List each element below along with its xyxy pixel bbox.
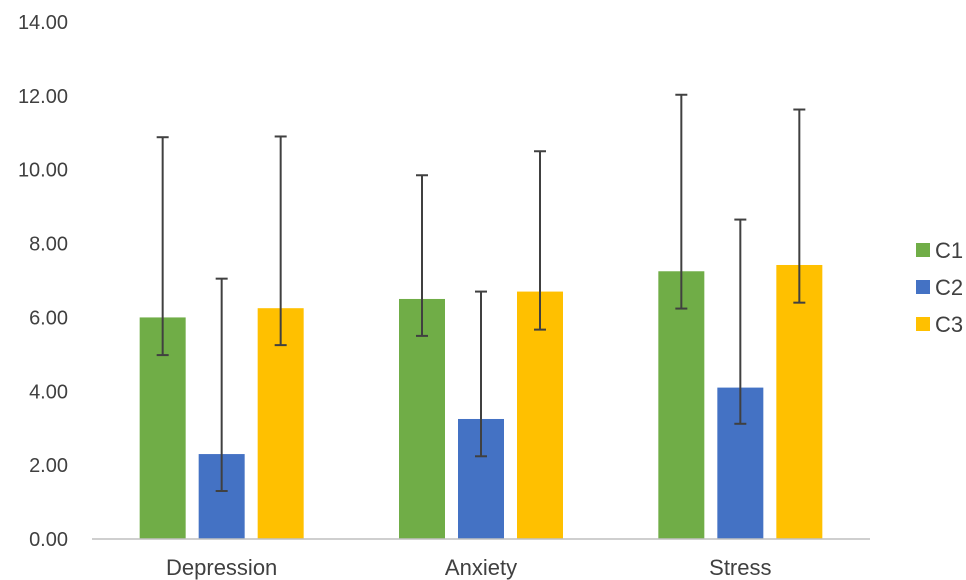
bar-c1-anxiety [399, 298, 445, 539]
error-bars [156, 93, 806, 492]
x-tick-label: Stress [709, 555, 771, 580]
legend-swatch-c3 [916, 317, 930, 331]
y-tick-label: 2.00 [29, 455, 68, 477]
y-tick-label: 4.00 [29, 381, 68, 403]
legend-swatch-c1 [916, 243, 930, 257]
y-tick-label: 10.00 [18, 160, 68, 182]
legend-label-c1: C1 [935, 238, 963, 263]
legend-label-c2: C2 [935, 275, 963, 300]
y-tick-label: 0.00 [29, 529, 68, 551]
y-tick-label: 6.00 [29, 307, 68, 329]
bars [139, 264, 823, 539]
legend-swatch-c2 [916, 280, 930, 294]
legend-label-c3: C3 [935, 312, 963, 337]
x-axis-labels: Depression Anxiety Stress [166, 555, 771, 580]
bar-c3-anxiety [517, 291, 563, 539]
y-tick-label: 8.00 [29, 234, 68, 256]
x-tick-label: Anxiety [445, 555, 517, 580]
y-tick-label: 14.00 [18, 12, 68, 34]
x-tick-label: Depression [166, 555, 277, 580]
legend: C1 C2 C3 [916, 238, 963, 337]
bar-c3-stress [776, 264, 823, 539]
y-tick-label: 12.00 [18, 86, 68, 108]
bar-c3-depression [257, 308, 304, 539]
bar-c1-stress [658, 271, 705, 539]
y-axis-ticks: 0.00 2.00 4.00 6.00 8.00 10.00 12.00 14.00 [18, 12, 68, 551]
